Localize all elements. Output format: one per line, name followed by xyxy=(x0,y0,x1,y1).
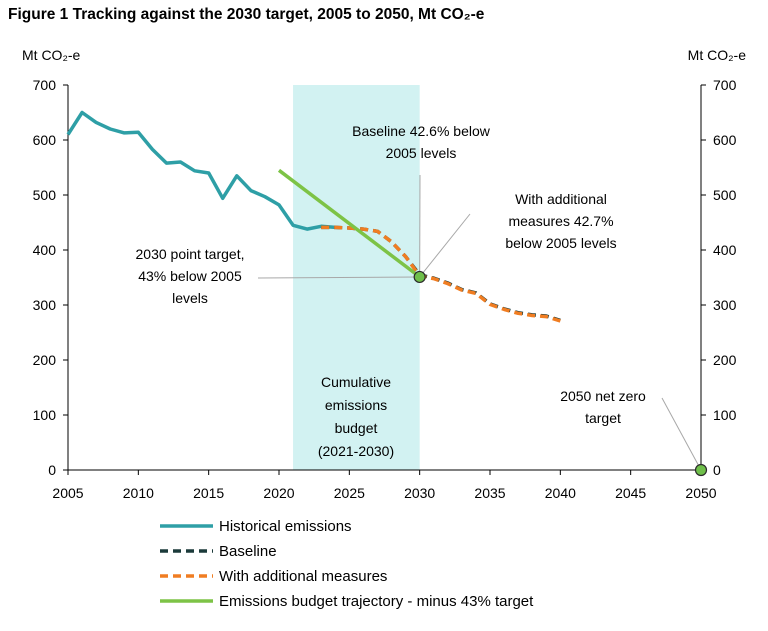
x-tick-label: 2045 xyxy=(615,485,646,501)
x-tick-label: 2020 xyxy=(263,485,294,501)
y-tick-label-right: 400 xyxy=(713,242,737,258)
legend-label-0: Historical emissions xyxy=(219,518,352,535)
series-line-2 xyxy=(321,225,561,323)
markers-layer xyxy=(413,270,708,477)
target-2030-marker xyxy=(413,270,426,284)
wam-annotation-line: measures 42.7% xyxy=(508,213,613,229)
series-layer xyxy=(66,110,561,323)
x-tick-label: 2040 xyxy=(545,485,576,501)
y-tick-label-left: 300 xyxy=(33,297,57,313)
annotation-leaders xyxy=(257,174,702,471)
ticks-layer: 0 0 100 100 200 200 300 300 400 400 500 500 600 600 70… xyxy=(33,77,737,501)
baseline-annotation-line: 2005 levels xyxy=(386,145,457,161)
series-line-3 xyxy=(277,168,421,279)
point-target-annotation-line: levels xyxy=(172,290,208,306)
x-tick-label: 2050 xyxy=(685,485,716,501)
net-zero-annotation-line: target xyxy=(585,410,621,426)
budget-annotation-line: budget xyxy=(335,420,378,436)
y-tick-label-right: 700 xyxy=(713,77,737,93)
y-axis-label-right: Mt CO₂-e xyxy=(688,47,747,63)
baseline-annotation-line: Baseline 42.6% below xyxy=(352,123,491,139)
y-tick-label-right: 0 xyxy=(713,462,721,478)
point-target-annotation-line: 43% below 2005 xyxy=(138,268,242,284)
wam-annotation-line: With additional xyxy=(515,191,607,207)
y-tick-label-right: 100 xyxy=(713,407,737,423)
y-tick-label-right: 500 xyxy=(713,187,737,203)
x-tick-label: 2035 xyxy=(474,485,505,501)
legend: Historical emissions Baseline With additio… xyxy=(160,518,534,610)
net-zero-annotation-line: 2050 net zero xyxy=(560,388,646,404)
y-tick-label-right: 600 xyxy=(713,132,737,148)
y-tick-label-left: 400 xyxy=(33,242,57,258)
figure-title: Figure 1 Tracking against the 2030 targe… xyxy=(8,6,485,23)
x-tick-label: 2030 xyxy=(404,485,435,501)
series-line-0 xyxy=(66,110,336,231)
y-tick-label-left: 100 xyxy=(33,407,57,423)
budget-annotation-line: (2021-2030) xyxy=(318,443,394,459)
net-zero-2050-marker xyxy=(694,463,708,477)
y-tick-label-left: 600 xyxy=(33,132,57,148)
point-target-leader xyxy=(257,276,420,279)
x-tick-label: 2015 xyxy=(193,485,224,501)
legend-label-3: Emissions budget trajectory - minus 43% … xyxy=(219,593,534,610)
point-target-annotation-line: 2030 point target, xyxy=(136,246,245,262)
wam-annotation-line: below 2005 levels xyxy=(505,235,616,251)
x-tick-label: 2025 xyxy=(334,485,365,501)
y-tick-label-right: 200 xyxy=(713,352,737,368)
y-tick-label-right: 300 xyxy=(713,297,737,313)
legend-label-1: Baseline xyxy=(219,543,277,560)
x-tick-label: 2005 xyxy=(52,485,83,501)
budget-annotation-line: Cumulative xyxy=(321,374,391,390)
budget-annotation-line: emissions xyxy=(325,397,387,413)
y-tick-label-left: 200 xyxy=(33,352,57,368)
y-tick-label-left: 500 xyxy=(33,187,57,203)
wam-leader xyxy=(419,213,471,278)
annotations-layer: Baseline 42.6% below 2005 levels With addi… xyxy=(136,123,647,459)
y-axis-label-left: Mt CO₂-e xyxy=(22,47,81,63)
net-zero-leader xyxy=(661,397,702,471)
y-tick-label-left: 700 xyxy=(33,77,57,93)
y-tick-label-left: 0 xyxy=(48,462,56,478)
x-tick-label: 2010 xyxy=(123,485,154,501)
legend-label-2: With additional measures xyxy=(219,568,387,585)
